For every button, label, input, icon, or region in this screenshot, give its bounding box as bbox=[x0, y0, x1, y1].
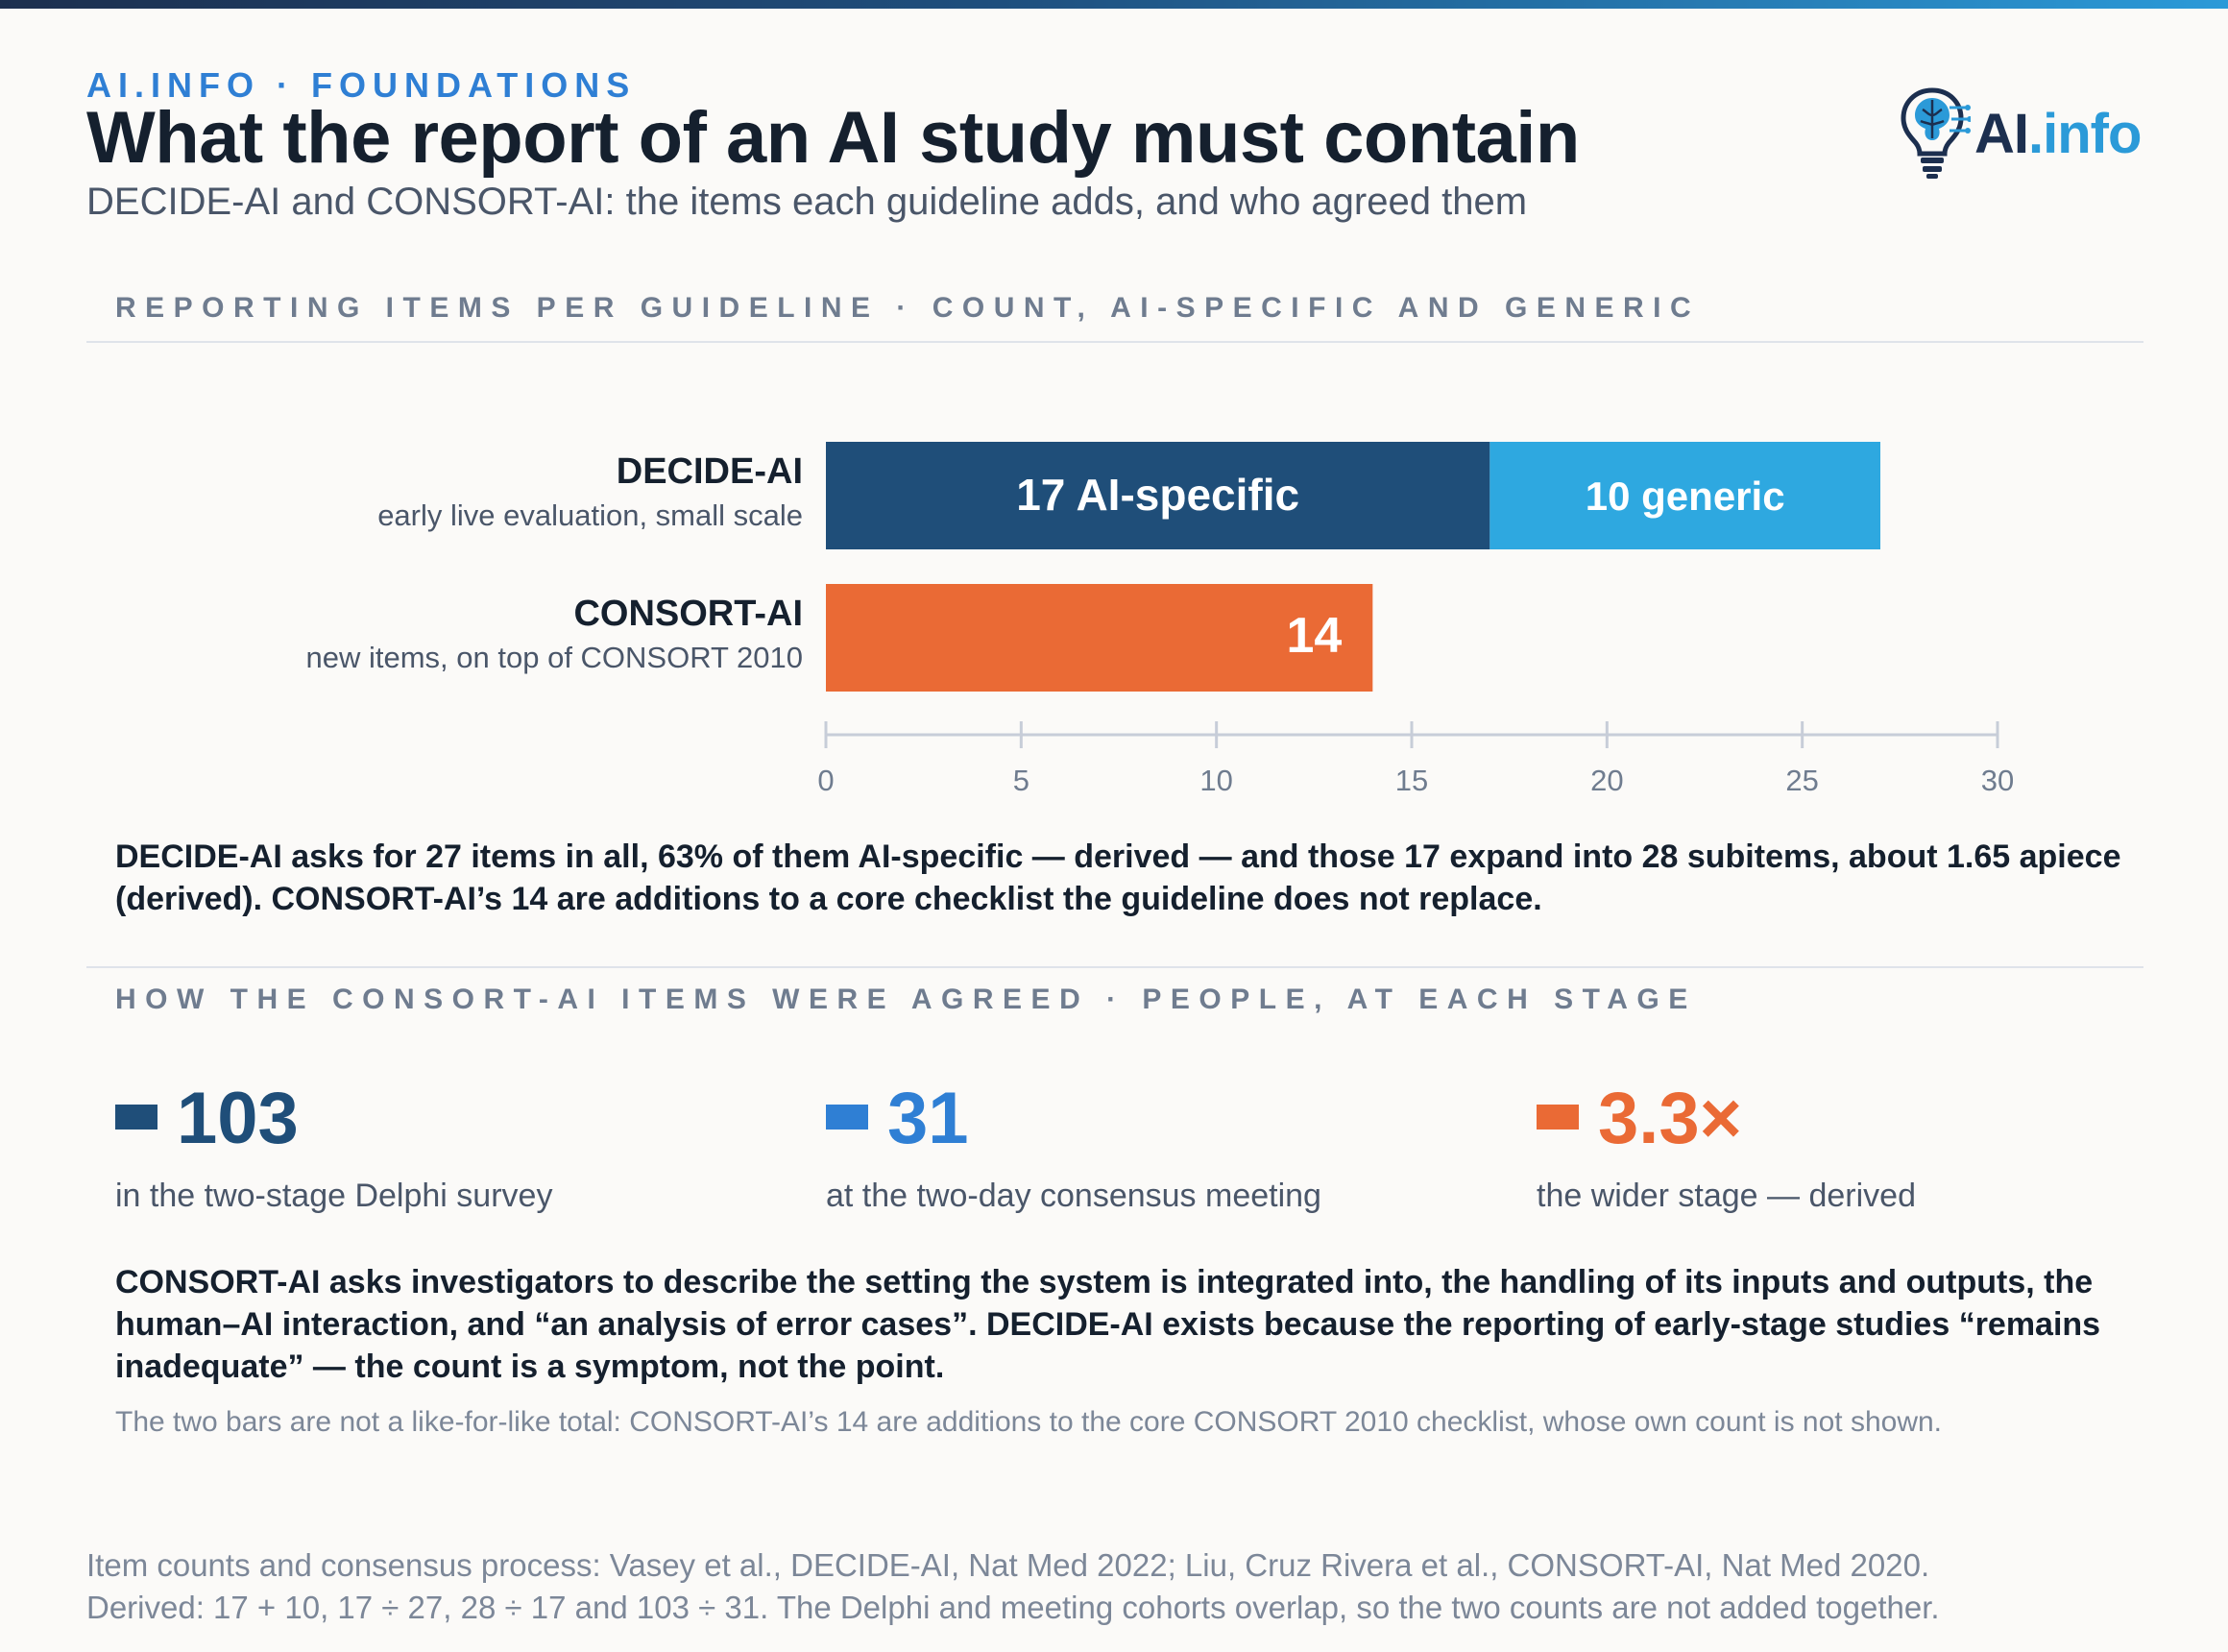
stat-value: 103 bbox=[177, 1078, 299, 1159]
category-description: early live evaluation, small scale bbox=[377, 498, 803, 532]
page-title: What the report of an AI study must cont… bbox=[86, 97, 1580, 179]
lightbulb-brain-icon bbox=[1901, 87, 1971, 179]
x-tick-label: 20 bbox=[1590, 764, 1623, 797]
section-divider bbox=[86, 341, 2143, 343]
section-heading-items: REPORTING ITEMS PER GUIDELINE · COUNT, A… bbox=[115, 292, 1701, 324]
bar-segment bbox=[826, 584, 1373, 692]
x-tick-label: 10 bbox=[1199, 764, 1232, 797]
items-note: DECIDE-AI asks for 27 items in all, 63% … bbox=[115, 838, 2121, 917]
stat-label: at the two-day consensus meeting bbox=[826, 1178, 1321, 1214]
logo-wordmark: AI.info bbox=[1974, 102, 2142, 166]
source-line: Derived: 17 + 10, 17 ÷ 27, 28 ÷ 17 and 1… bbox=[86, 1590, 1940, 1625]
logo-wordmark-main: AI bbox=[1974, 103, 2029, 165]
stat-swatch bbox=[1537, 1105, 1579, 1130]
stat-value: 31 bbox=[887, 1078, 969, 1159]
stat-value: 3.3× bbox=[1598, 1078, 1743, 1159]
footnote: The two bars are not a like-for-like tot… bbox=[115, 1406, 1942, 1438]
items-bar-chart: 17 AI-specific 10 generic 14 0 5 10 15 20 25 30 bbox=[817, 442, 2014, 797]
stat-label: the wider stage — derived bbox=[1537, 1178, 1916, 1214]
section-divider bbox=[86, 966, 2143, 968]
section-heading-agreement: HOW THE CONSORT-AI ITEMS WERE AGREED · P… bbox=[115, 984, 1697, 1015]
x-tick-label: 30 bbox=[1981, 764, 2014, 797]
bar-label-consort-ai: CONSORT-AI new items, on top of CONSORT … bbox=[306, 594, 804, 675]
bar-data-label: 10 generic bbox=[1586, 474, 1785, 519]
x-tick-label: 25 bbox=[1785, 764, 1818, 797]
stat-label: in the two-stage Delphi survey bbox=[115, 1178, 553, 1214]
kicker: AI.INFO · FOUNDATIONS bbox=[86, 65, 637, 105]
category-description: new items, on top of CONSORT 2010 bbox=[305, 641, 804, 674]
logo-wordmark-dot: .info bbox=[2028, 103, 2142, 165]
x-tick-label: 0 bbox=[817, 764, 834, 797]
category-name: DECIDE-AI bbox=[616, 451, 803, 492]
source-line: Item counts and consensus process: Vasey… bbox=[86, 1547, 1930, 1583]
bar-label-decide-ai: DECIDE-AI early live evaluation, small s… bbox=[377, 451, 803, 533]
ai-info-logo: AI.info bbox=[1894, 85, 2153, 181]
bar-data-label: 17 AI-specific bbox=[1016, 470, 1299, 520]
agreement-note: CONSORT-AI asks investigators to describ… bbox=[115, 1264, 2101, 1385]
stat-swatch bbox=[826, 1105, 868, 1130]
bar-data-label: 14 bbox=[1286, 608, 1342, 664]
page-subtitle: DECIDE-AI and CONSORT-AI: the items each… bbox=[86, 181, 1528, 223]
bar-segment bbox=[826, 442, 1490, 549]
top-accent-bar bbox=[0, 0, 2228, 9]
category-name: CONSORT-AI bbox=[573, 594, 803, 634]
source-notes: Item counts and consensus process: Vasey… bbox=[86, 1544, 2161, 1629]
x-tick-label: 5 bbox=[1013, 764, 1029, 797]
stat-swatch bbox=[115, 1105, 157, 1130]
bar-segment bbox=[1489, 442, 1880, 549]
x-tick-label: 15 bbox=[1395, 764, 1428, 797]
